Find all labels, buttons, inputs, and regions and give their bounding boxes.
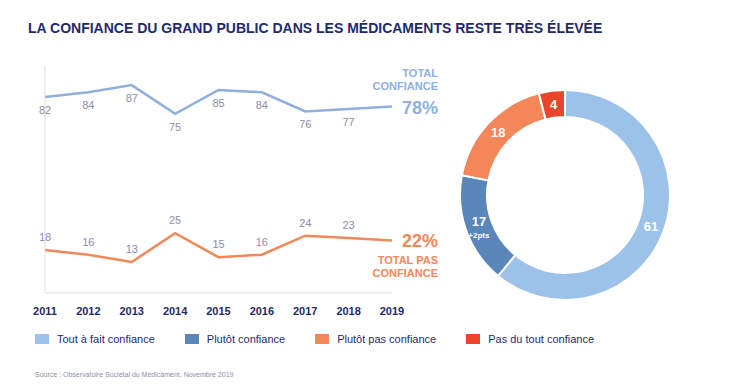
html-text:Plutôt confiance: Plutôt confiance [206,333,286,345]
svg-text:76: 76 [299,118,311,130]
svg-text:18: 18 [39,231,51,243]
svg-text:2017: 2017 [293,305,317,317]
svg-text:15: 15 [212,238,224,250]
svg-text:TOTAL PAS: TOTAL PAS [378,254,438,266]
svg-text:2012: 2012 [76,305,100,317]
svg-text:2015: 2015 [206,305,230,317]
svg-text:84: 84 [256,99,268,111]
html-text:Tout à fait confiance: Tout à fait confiance [57,333,155,345]
html-text:Pas du tout confiance: Pas du tout confiance [488,333,594,345]
svg-text:17: 17 [472,214,486,229]
svg-text:84: 84 [82,99,94,111]
svg-text:77: 77 [343,116,355,128]
svg-text:2019: 2019 [380,305,404,317]
html-text:Source : Observatoire Sociétal: Source : Observatoire Sociétal du Médica… [35,371,234,378]
svg-text:16: 16 [82,236,94,248]
svg-text:22%: 22% [402,231,438,251]
svg-text:78%: 78% [402,98,438,118]
html-text:Plutôt pas confiance: Plutôt pas confiance [337,333,437,345]
svg-text:18: 18 [491,125,505,140]
svg-text:24: 24 [299,217,311,229]
svg-text:TOTAL: TOTAL [402,67,438,79]
svg-text:13: 13 [126,243,138,255]
svg-text:2013: 2013 [120,305,144,317]
svg-text:16: 16 [256,236,268,248]
svg-text:2018: 2018 [336,305,360,317]
html-text:LA CONFIANCE DU GRAND PUBLIC D: LA CONFIANCE DU GRAND PUBLIC DANS LES MÉ… [28,20,603,36]
svg-text:CONFIANCE: CONFIANCE [373,80,438,92]
svg-text:2011: 2011 [33,305,57,317]
svg-text:+2pts: +2pts [468,231,490,240]
svg-text:23: 23 [343,219,355,231]
svg-text:85: 85 [212,97,224,109]
svg-text:61: 61 [644,219,658,234]
svg-text:CONFIANCE: CONFIANCE [373,267,438,279]
svg-text:75: 75 [169,121,181,133]
svg-text:87: 87 [126,92,138,104]
svg-text:4: 4 [550,97,558,112]
svg-text:82: 82 [39,104,51,116]
svg-text:25: 25 [169,214,181,226]
svg-text:2014: 2014 [163,305,188,317]
svg-text:2016: 2016 [250,305,274,317]
